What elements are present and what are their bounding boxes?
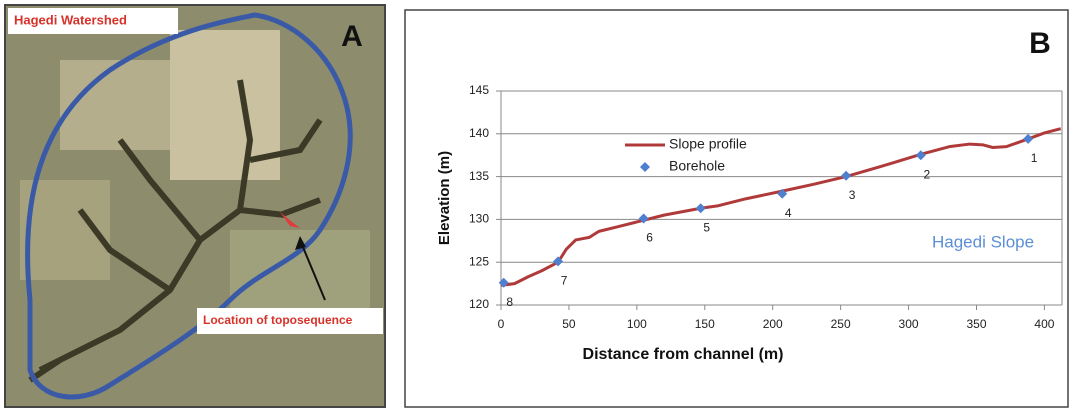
- field: [60, 60, 180, 150]
- borehole: [695, 203, 706, 214]
- x-tick-label: 400: [1034, 317, 1054, 331]
- x-tick-label: 0: [498, 317, 505, 331]
- panel-a-title: Hagedi Watershed: [14, 12, 127, 27]
- slope-profile: [500, 127, 1062, 287]
- legend-label: Slope profile: [669, 136, 747, 152]
- drainage: [28, 79, 323, 383]
- watershed-boundary: [25, 12, 353, 400]
- toposequence-marker: [280, 212, 300, 228]
- y-axis-title: Elevation (m): [436, 151, 453, 245]
- x-tick-label: 300: [899, 317, 919, 331]
- y-tick-label: 140: [469, 126, 489, 140]
- title-box: [8, 8, 178, 34]
- borehole-label: 1: [1031, 151, 1038, 165]
- borehole-label: 2: [923, 167, 930, 181]
- borehole-label: 8: [506, 295, 513, 309]
- x-tick-label: 350: [966, 317, 986, 331]
- y-tick-label: 135: [469, 169, 489, 183]
- legend-label: Borehole: [669, 158, 725, 174]
- x-tick-label: 200: [763, 317, 783, 331]
- arrow: [299, 239, 326, 301]
- y-tick-label: 120: [469, 297, 489, 311]
- borehole-label: 5: [703, 220, 710, 234]
- borehole-label: 6: [646, 231, 653, 245]
- y-tick-label: 125: [469, 254, 489, 268]
- panel-b: B Distance from channel (m) Elevation (m…: [404, 9, 1069, 408]
- borehole: [553, 256, 564, 267]
- x-tick-label: 100: [627, 317, 647, 331]
- annotation: Location of toposequence: [203, 313, 353, 327]
- panel-frame: [404, 9, 1069, 408]
- borehole: [841, 170, 852, 181]
- x-tick-label: 250: [831, 317, 851, 331]
- x-tick-label: 150: [695, 317, 715, 331]
- borehole: [638, 213, 649, 224]
- x-tick-label: 50: [562, 317, 576, 331]
- x-axis-title: Distance from channel (m): [583, 346, 784, 363]
- y-tick-label: 130: [469, 212, 489, 226]
- annotation: Hagedi Slope: [932, 232, 1034, 251]
- borehole-label: 7: [561, 274, 568, 288]
- y-tick-label: 145: [469, 83, 489, 97]
- panel-a: Hagedi Watershed Location of toposequenc…: [4, 4, 386, 408]
- borehole-label: 3: [849, 188, 856, 202]
- borehole: [777, 188, 788, 199]
- borehole: [1023, 133, 1034, 144]
- borehole: [915, 150, 926, 161]
- borehole: [498, 277, 509, 288]
- borehole-label: 4: [785, 206, 792, 220]
- panel-label: A: [341, 20, 363, 53]
- annotation-box: [197, 308, 383, 334]
- panel-label: B: [1029, 27, 1051, 60]
- arrow-head: [295, 236, 306, 250]
- legend-swatch: [640, 162, 650, 172]
